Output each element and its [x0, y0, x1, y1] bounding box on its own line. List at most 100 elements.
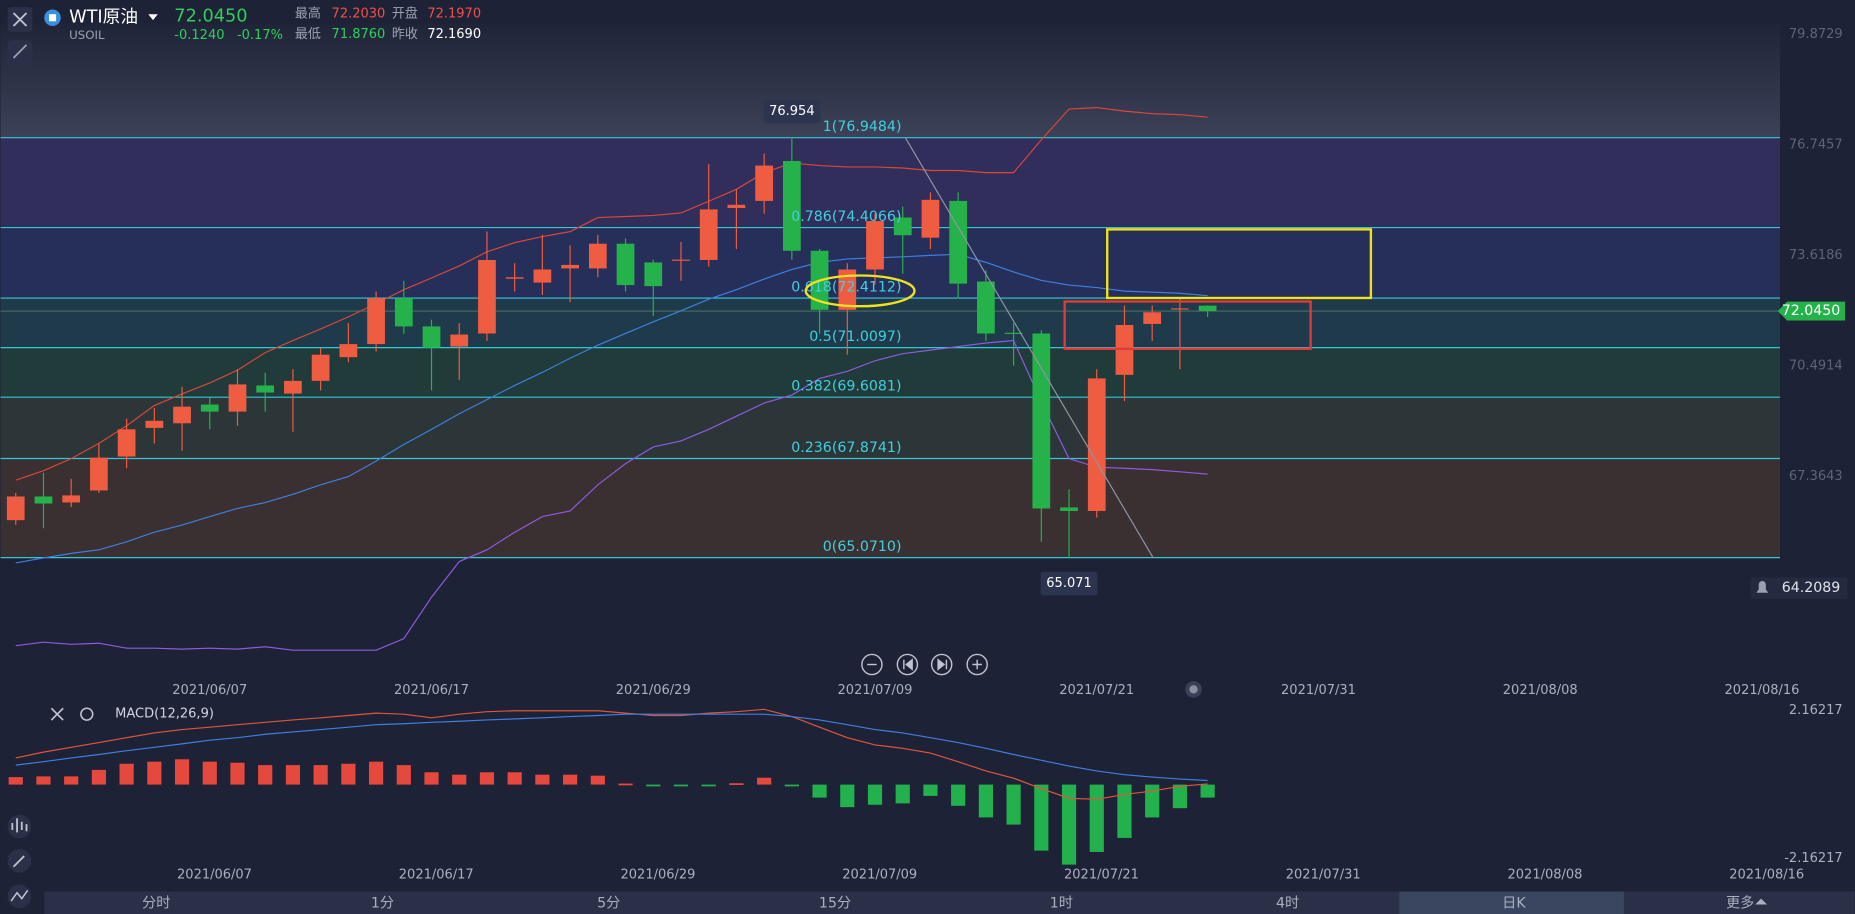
fib-band	[0, 227, 1781, 299]
macd-x-tick-label: 2021/06/17	[399, 867, 474, 882]
macd-bar	[91, 769, 106, 785]
macd-bar	[147, 761, 162, 785]
candle-body	[755, 165, 774, 201]
candle-body	[672, 259, 690, 261]
macd-bar	[8, 777, 23, 785]
macd-bar	[285, 765, 301, 785]
macd-settings[interactable]	[80, 707, 94, 721]
macd-bar	[978, 784, 993, 818]
macd-bar	[535, 774, 550, 785]
symbol[interactable]: WTI原油	[69, 7, 138, 28]
alert-price: 64.2089	[1782, 580, 1841, 596]
macd-bar	[867, 784, 883, 805]
tab[interactable]: 1分	[371, 895, 394, 911]
x-tick-label: 2021/07/21	[1059, 683, 1134, 698]
candle-body	[838, 269, 857, 310]
macd-x-tick-label: 2021/06/07	[177, 867, 252, 882]
macd-bar	[230, 762, 245, 785]
candle-body	[949, 200, 968, 284]
drawings	[804, 136, 1373, 559]
close-button[interactable]	[7, 7, 33, 32]
candle-body	[478, 259, 496, 334]
macd-close[interactable]	[50, 707, 64, 721]
change-pct: -0.17%	[237, 28, 283, 43]
macd-line	[15, 708, 1208, 800]
candle-body	[311, 354, 330, 381]
macd-bar	[507, 772, 522, 785]
macd-bar	[452, 774, 467, 785]
low-marker-box	[1040, 571, 1098, 596]
candle-body	[588, 243, 607, 269]
tab[interactable]: 5分	[597, 895, 620, 911]
chart-nav	[861, 653, 988, 676]
resistance-box	[1106, 228, 1373, 300]
fib-label: 0.618(72.4112)	[791, 279, 901, 295]
macd-x-tick-label: 2021/06/29	[621, 867, 696, 882]
macd-plot	[8, 708, 1215, 865]
candle-body	[284, 380, 302, 394]
tab[interactable]: 日K	[1502, 895, 1526, 911]
more-arrow[interactable]	[1755, 898, 1768, 905]
zoom-out[interactable]	[861, 653, 883, 676]
scroll-handle-dot	[1189, 685, 1198, 694]
macd-bar	[784, 784, 799, 787]
tab[interactable]: 分时	[142, 895, 170, 911]
candle-body	[62, 495, 81, 503]
candle-body	[145, 420, 164, 428]
tab[interactable]: 更多	[1726, 894, 1754, 911]
candle-body	[505, 277, 524, 279]
candle-body	[450, 334, 469, 347]
fib-band-top	[0, 23, 1781, 138]
tool-button[interactable]	[7, 40, 33, 66]
macd-bar	[258, 765, 273, 785]
go-end[interactable]	[930, 653, 953, 676]
x-tick-label: 2021/06/07	[172, 683, 247, 698]
high-marker: 76.954	[769, 104, 815, 119]
x-tick-label: 2021/06/17	[394, 683, 469, 698]
candle-body	[1171, 308, 1189, 310]
fib-band	[0, 458, 1781, 558]
macd-bar	[341, 763, 356, 785]
low-label: 最低	[295, 27, 321, 42]
y-tick-label: 76.7457	[1789, 137, 1843, 152]
highlight-ellipse	[804, 274, 916, 308]
tab[interactable]: 15分	[819, 895, 851, 911]
macd-bar	[729, 783, 744, 785]
candle-body	[782, 160, 801, 251]
candle-body	[90, 457, 108, 491]
macd-bar	[923, 784, 938, 796]
tabs: 分时 1分 5分 15分 1时 4时 日K 更多	[142, 894, 1754, 911]
low: 71.8760	[332, 27, 386, 42]
y-tick-label: 79.8729	[1789, 27, 1843, 42]
tab[interactable]: 4时	[1276, 895, 1299, 911]
fib-label: 0.786(74.4066)	[791, 209, 901, 225]
macd-x-tick-label: 2021/08/16	[1729, 867, 1804, 882]
x-tick-label: 2021/08/08	[1503, 683, 1578, 698]
tool-indicator[interactable]	[7, 814, 32, 839]
macd-bar	[895, 784, 910, 804]
prev-close: 72.1690	[427, 27, 481, 42]
active-tab-bg	[1399, 891, 1624, 914]
high-marker-box	[763, 99, 821, 124]
candle-body	[117, 429, 136, 457]
macd-x-tick-label: 2021/07/09	[842, 867, 917, 882]
fib-label: 0.236(67.8741)	[791, 440, 901, 456]
zoom-in[interactable]	[966, 653, 988, 676]
macd-bar	[1117, 784, 1132, 838]
candle-body	[1143, 312, 1162, 324]
macd-bar	[1006, 784, 1021, 825]
support-box	[1063, 300, 1312, 350]
macd-bar	[479, 772, 495, 785]
candle-body	[977, 281, 995, 334]
main-plot	[0, 23, 1781, 651]
macd-bar	[64, 776, 79, 785]
candle-body	[727, 204, 746, 208]
low-marker: 65.071	[1046, 576, 1092, 591]
candle-body	[893, 217, 912, 236]
macd-bar	[1145, 784, 1160, 818]
candle-body	[422, 326, 441, 348]
dropdown-arrow[interactable]	[148, 14, 158, 21]
go-start[interactable]	[896, 653, 919, 676]
tab[interactable]: 1时	[1050, 895, 1073, 911]
